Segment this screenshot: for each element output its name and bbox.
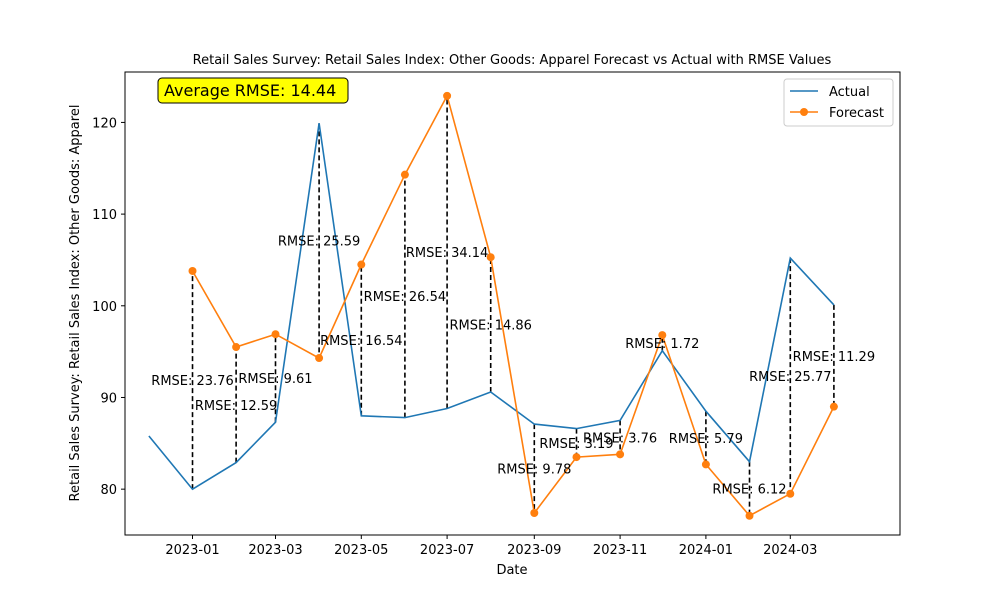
x-tick-label: 2024-01 [679, 543, 733, 558]
average-rmse-box [157, 77, 349, 104]
rmse-label: RMSE: 16.54 [320, 334, 402, 349]
forecast-point [443, 91, 452, 100]
x-axis-label: Date [496, 563, 527, 578]
rmse-label: RMSE: 34.14 [406, 246, 488, 261]
y-tick-label: 110 [92, 208, 117, 223]
average-rmse-badge: Average RMSE: 14.44 [157, 77, 349, 104]
y-tick-label: 80 [100, 483, 117, 498]
forecast-series-line [191, 93, 835, 517]
legend-forecast-label: Forecast [829, 106, 884, 121]
forecast-point [786, 489, 795, 498]
forecast-point [486, 253, 495, 262]
rmse-label: RMSE: 25.59 [278, 235, 360, 250]
rmse-label: RMSE: 3.76 [583, 431, 657, 446]
x-tick-label: 2023-03 [248, 543, 302, 558]
rmse-label: RMSE: 3.19 [539, 437, 613, 452]
forecast-point [829, 402, 838, 411]
forecast-point [400, 170, 409, 179]
rmse-label: RMSE: 6.12 [712, 483, 786, 498]
actual-series-line [148, 123, 835, 491]
forecast-point [232, 343, 241, 352]
forecast-point [701, 460, 710, 469]
y-tick-label: 100 [92, 300, 117, 315]
y-tick-label: 90 [100, 391, 117, 406]
chart-title: Retail Sales Survey: Retail Sales Index:… [193, 53, 832, 68]
rmse-label: RMSE: 11.29 [793, 350, 875, 365]
y-axis: 80 90 100 110 120 [92, 116, 125, 498]
x-tick-label: 2023-07 [420, 543, 474, 558]
forecast-point [271, 330, 280, 339]
average-rmse-text: Average RMSE: 14.44 [164, 81, 336, 100]
legend-forecast-marker [800, 108, 808, 116]
rmse-label: RMSE: 26.54 [364, 290, 446, 305]
rmse-label: RMSE: 23.76 [151, 374, 233, 389]
x-tick-label: 2023-05 [334, 543, 388, 558]
x-tick-label: 2023-09 [507, 543, 561, 558]
rmse-label: RMSE: 9.78 [497, 463, 571, 478]
forecast-point [357, 260, 366, 269]
forecast-point [616, 450, 625, 459]
rmse-label: RMSE: 14.86 [449, 319, 531, 334]
rmse-label: RMSE: 9.61 [238, 372, 312, 387]
x-tick-label: 2024-03 [763, 543, 817, 558]
rmse-label: RMSE: 5.79 [669, 432, 743, 447]
x-tick-label: 2023-01 [165, 543, 219, 558]
rmse-label: RMSE: 25.77 [749, 370, 831, 385]
y-tick-label: 120 [92, 116, 117, 131]
forecast-point [315, 354, 324, 363]
rmse-label: RMSE: 12.59 [195, 399, 277, 414]
forecast-point [572, 453, 581, 462]
forecast-point [530, 508, 539, 517]
x-axis: 2023-01 2023-03 2023-05 2023-07 2023-09 2023-… [165, 535, 817, 558]
legend: Actual Forecast [783, 78, 894, 127]
forecast-point [188, 266, 197, 275]
rmse-label: RMSE: 1.72 [625, 337, 699, 352]
plot-area: RMSE: 23.76 RMSE: 12.59 RMSE: 9.61 RMSE: 25… [148, 91, 875, 520]
forecast-point [745, 511, 754, 520]
plot-frame [124, 71, 901, 536]
forecast-point [658, 331, 667, 340]
legend-actual-label: Actual [829, 85, 870, 100]
x-tick-label: 2023-11 [593, 543, 647, 558]
y-axis-label: Retail Sales Survey: Retail Sales Index:… [68, 105, 83, 502]
